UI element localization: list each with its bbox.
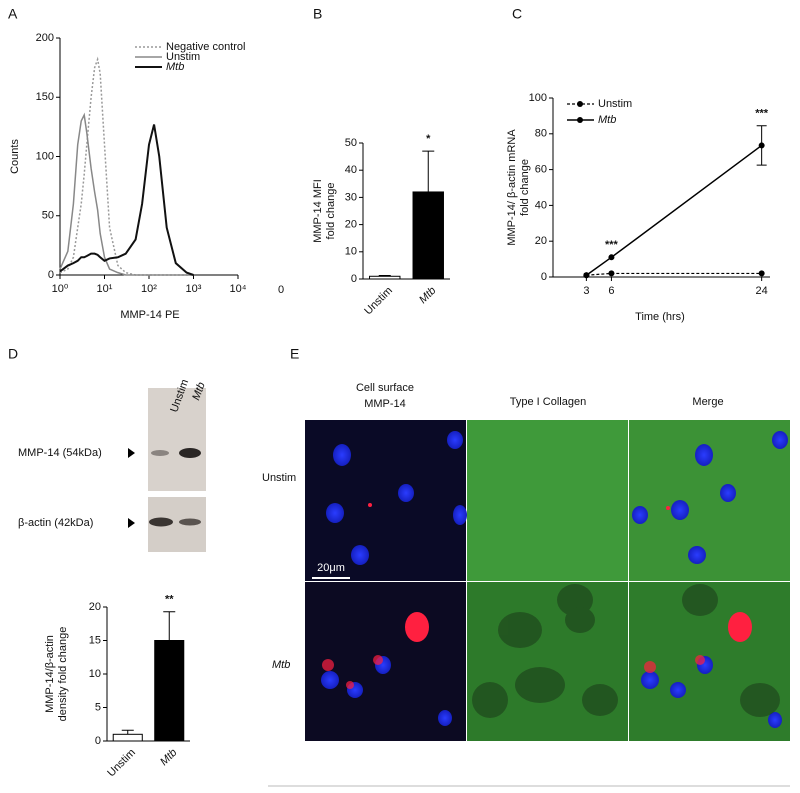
annotation: 0 (278, 284, 284, 296)
x-tick-label: 24 (756, 285, 768, 297)
panel-label: A (8, 6, 18, 22)
x-tick-label: Mtb (158, 747, 179, 768)
legend-label: Mtb (166, 61, 184, 73)
y-tick-label: 50 (345, 137, 357, 149)
x-tick-label: 3 (583, 285, 589, 297)
image-tile (467, 420, 628, 581)
x-tick-label: Unstim (362, 285, 395, 318)
panel-label: E (290, 346, 299, 362)
y-axis-label: fold change (325, 183, 337, 240)
x-axis-label: MMP-14 PE (120, 309, 179, 321)
error-bar (378, 274, 391, 277)
x-tick-label: 6 (608, 285, 614, 297)
y-tick-label: 150 (36, 91, 54, 103)
y-tick-label: 5 (95, 701, 101, 713)
y-axis-label: MMP-14/β-actin (44, 635, 56, 713)
y-tick-label: 20 (345, 219, 357, 231)
x-tick-label: 10⁰ (52, 283, 69, 295)
x-tick-label: 10³ (186, 283, 202, 295)
bar (369, 275, 401, 280)
series-line (59, 112, 194, 276)
y-tick-label: 15 (89, 634, 101, 646)
y-tick-label: 100 (529, 92, 547, 104)
y-tick-label: 0 (351, 273, 357, 285)
x-tick-label: 10⁴ (230, 283, 247, 295)
series-line (59, 124, 194, 276)
error-bar (756, 125, 767, 166)
band (179, 518, 201, 526)
blot-column-label: Mtb (190, 381, 208, 402)
x-tick-label: 10² (141, 283, 157, 295)
error-bar (163, 611, 176, 641)
legend-label: Unstim (166, 51, 200, 63)
y-axis-label: density fold change (57, 627, 69, 722)
row-label: Unstim (262, 472, 296, 484)
x-axis-label: Time (hrs) (635, 311, 685, 323)
image-tile (629, 420, 790, 581)
x-tick-label: Unstim (105, 747, 138, 780)
arrowhead (128, 448, 135, 528)
microscopy: 20μm Cell surface MMP-14 Type I Collagen… (262, 382, 790, 787)
legend-label: Mtb (598, 114, 616, 126)
point (583, 272, 590, 279)
error-bar (422, 150, 435, 192)
y-axis-label: MMP-14/ β-actin mRNA (506, 129, 518, 246)
legend-label: Unstim (598, 98, 632, 110)
legend-marker (577, 101, 583, 107)
y-tick-label: 200 (36, 32, 54, 44)
x-tick-label: 10¹ (97, 283, 113, 295)
column-header: Cell surface (356, 382, 414, 394)
y-tick-label: 0 (48, 269, 54, 281)
panel-label: B (313, 6, 322, 22)
y-tick-label: 30 (345, 191, 357, 203)
error-bar (121, 729, 134, 735)
band (179, 448, 201, 458)
row-label: Mtb (272, 659, 290, 671)
panel-label: D (8, 346, 18, 362)
significance: *** (755, 108, 769, 120)
point (608, 254, 615, 261)
point (608, 270, 615, 277)
bar (112, 733, 143, 742)
band (149, 517, 173, 527)
bar (412, 191, 444, 280)
blot-image (148, 388, 206, 491)
scale-bar-label: 20μm (317, 562, 345, 574)
y-tick-label: 40 (535, 199, 547, 211)
x-tick-label: Mtb (417, 285, 438, 306)
y-tick-label: 100 (36, 150, 54, 162)
y-tick-label: 80 (535, 128, 547, 140)
y-axis-label: MMP-14 MFI (312, 179, 324, 243)
point (758, 270, 765, 277)
panel-label: C (512, 6, 522, 22)
y-tick-label: 50 (42, 210, 54, 222)
band (151, 450, 169, 456)
y-tick-label: 60 (535, 164, 547, 176)
column-header: MMP-14 (364, 398, 406, 410)
y-tick-label: 40 (345, 164, 357, 176)
legend-label: Negative control (166, 41, 246, 53)
y-tick-label: 0 (541, 271, 547, 283)
significance: ** (165, 594, 174, 606)
y-axis-label: fold change (519, 159, 531, 216)
column-header: Type I Collagen (510, 396, 586, 408)
legend-marker (577, 117, 583, 123)
y-axis-label: Counts (9, 139, 21, 174)
western-blot: MMP-14 (54kDa) β-actin (42kDa) Unstim Mt… (18, 378, 208, 552)
column-header: Merge (692, 396, 723, 408)
series-line (59, 56, 194, 276)
significance: *** (605, 239, 619, 251)
significance: * (426, 133, 431, 145)
image-tile (305, 420, 466, 581)
y-tick-label: 0 (95, 735, 101, 747)
blot-row-label: MMP-14 (54kDa) (18, 447, 102, 459)
y-tick-label: 20 (535, 235, 547, 247)
bar (154, 640, 185, 742)
y-tick-label: 10 (89, 668, 101, 680)
blot-row-label: β-actin (42kDa) (18, 517, 93, 529)
y-tick-label: 10 (345, 246, 357, 258)
y-tick-label: 20 (89, 601, 101, 613)
